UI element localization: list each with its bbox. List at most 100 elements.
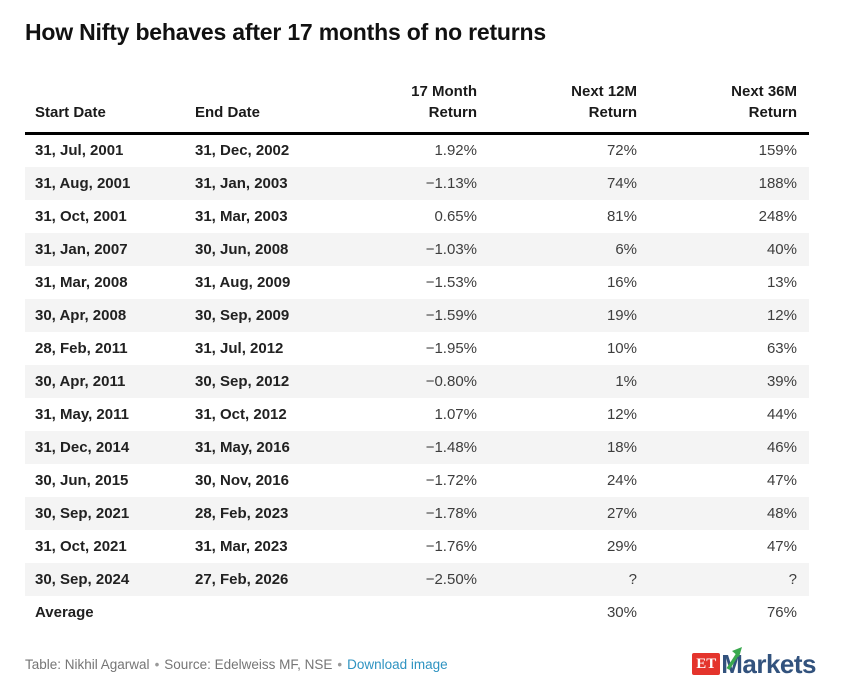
footer: Table: Nikhil Agarwal • Source: Edelweiss … xyxy=(25,647,816,677)
bullet-separator: • xyxy=(154,656,160,672)
end-date-cell: 31, Mar, 2003 xyxy=(195,207,288,225)
start-date-cell: 30, Sep, 2024 xyxy=(35,570,130,588)
next-36m-cell: 63% xyxy=(766,339,797,357)
next-12m-cell: 1% xyxy=(615,372,637,390)
17m-return-cell: −1.13% xyxy=(425,174,477,192)
average-label: Average xyxy=(35,603,94,621)
start-date-cell: 31, May, 2011 xyxy=(35,405,129,423)
start-date-cell: 31, Jul, 2001 xyxy=(35,142,124,160)
average-end-date-cell xyxy=(185,596,360,629)
page-title: How Nifty behaves after 17 months of no … xyxy=(25,19,546,45)
end-date-cell: 30, Sep, 2012 xyxy=(195,372,290,390)
end-date-cell: 28, Feb, 2023 xyxy=(195,504,289,522)
next-12m-cell: 72% xyxy=(606,142,637,160)
next-12m-cell: 12% xyxy=(606,405,637,423)
end-date-cell: 31, Mar, 2023 xyxy=(195,537,288,555)
table-row: 31, Oct, 2021 31, Mar, 2023 −1.76% 29% 4… xyxy=(25,530,809,563)
table-row: 30, Sep, 2021 28, Feb, 2023 −1.78% 27% 4… xyxy=(25,496,809,530)
end-date-cell: 31, Aug, 2009 xyxy=(195,273,291,291)
table-header: Start Date End Date 17 Month Return Next … xyxy=(25,81,809,135)
next-12m-cell: 18% xyxy=(606,438,637,456)
17m-return-cell: −1.59% xyxy=(425,306,477,324)
17m-return-cell: −1.78% xyxy=(425,504,477,522)
next-36m-cell: 39% xyxy=(766,372,797,390)
start-date-cell: 30, Sep, 2021 xyxy=(35,504,130,522)
average-next-12m-cell: 30% xyxy=(606,603,637,621)
next-12m-cell: 19% xyxy=(606,306,637,324)
col-header-next-36m-return: Next 36M Return xyxy=(637,81,809,135)
table-row: 31, May, 2011 31, Oct, 2012 1.07% 12% 44… xyxy=(25,398,809,431)
end-date-cell: 31, May, 2016 xyxy=(195,438,290,456)
17m-return-cell: −2.50% xyxy=(425,570,477,588)
table-row: 28, Feb, 2011 31, Jul, 2012 −1.95% 10% 6… xyxy=(25,332,809,365)
end-date-cell: 30, Nov, 2016 xyxy=(195,471,289,489)
end-date-cell: 27, Feb, 2026 xyxy=(195,570,289,588)
next-36m-cell: 44% xyxy=(766,405,797,423)
17m-return-cell: 1.92% xyxy=(434,142,477,160)
table-row: 31, Oct, 2001 31, Mar, 2003 0.65% 81% 24… xyxy=(25,200,809,233)
average-17m-cell xyxy=(360,596,477,629)
next-36m-cell: 48% xyxy=(766,504,797,522)
start-date-cell: 31, Dec, 2014 xyxy=(35,438,130,456)
next-12m-cell: 10% xyxy=(606,339,637,357)
table-row: 31, Jul, 2001 31, Dec, 2002 1.92% 72% 15… xyxy=(25,134,809,167)
source-credit: Source: Edelweiss MF, NSE xyxy=(164,656,333,672)
next-12m-cell: ? xyxy=(628,570,637,588)
table-row: 31, Aug, 2001 31, Jan, 2003 −1.13% 74% 1… xyxy=(25,166,809,200)
next-12m-cell: 6% xyxy=(615,240,637,258)
start-date-cell: 28, Feb, 2011 xyxy=(35,339,128,357)
col-header-17m-return: 17 Month Return xyxy=(360,81,477,135)
end-date-cell: 31, Oct, 2012 xyxy=(195,405,287,423)
end-date-cell: 30, Sep, 2009 xyxy=(195,306,290,324)
17m-return-cell: 1.07% xyxy=(434,405,477,423)
next-36m-cell: 12% xyxy=(766,306,797,324)
end-date-cell: 31, Jul, 2012 xyxy=(195,339,284,357)
next-12m-cell: 29% xyxy=(606,537,637,555)
next-12m-cell: 27% xyxy=(606,504,637,522)
col-header-start-date: Start Date xyxy=(25,81,185,135)
next-36m-cell: 248% xyxy=(758,207,797,225)
table-row: 30, Sep, 2024 27, Feb, 2026 −2.50% ? ? xyxy=(25,562,809,596)
17m-return-cell: −1.72% xyxy=(425,471,477,489)
next-36m-cell: 46% xyxy=(766,438,797,456)
end-date-cell: 31, Jan, 2003 xyxy=(195,174,288,192)
table-row: 30, Apr, 2008 30, Sep, 2009 −1.59% 19% 1… xyxy=(25,298,809,332)
table-body: 31, Jul, 2001 31, Dec, 2002 1.92% 72% 15… xyxy=(25,134,809,629)
next-36m-cell: 159% xyxy=(758,142,797,160)
start-date-cell: 30, Jun, 2015 xyxy=(35,471,129,489)
table-row: 31, Jan, 2007 30, Jun, 2008 −1.03% 6% 40… xyxy=(25,232,809,266)
table-row: 30, Jun, 2015 30, Nov, 2016 −1.72% 24% 4… xyxy=(25,464,809,497)
table-row: 30, Apr, 2011 30, Sep, 2012 −0.80% 1% 39… xyxy=(25,364,809,398)
download-image-link[interactable]: Download image xyxy=(347,656,448,672)
17m-return-cell: −1.53% xyxy=(425,273,477,291)
start-date-cell: 31, Mar, 2008 xyxy=(35,273,128,291)
17m-return-cell: −0.80% xyxy=(425,372,477,390)
table-row: 31, Mar, 2008 31, Aug, 2009 −1.53% 16% 1… xyxy=(25,266,809,299)
markets-m: M xyxy=(721,647,743,677)
et-badge: ET xyxy=(692,653,721,675)
next-36m-cell: 188% xyxy=(758,174,797,192)
start-date-cell: 31, Jan, 2007 xyxy=(35,240,128,258)
end-date-cell: 30, Jun, 2008 xyxy=(195,240,289,258)
credits-line: Table: Nikhil Agarwal • Source: Edelweiss … xyxy=(25,657,448,672)
next-36m-cell: 13% xyxy=(766,273,797,291)
next-12m-cell: 24% xyxy=(606,471,637,489)
next-36m-cell: 40% xyxy=(766,240,797,258)
start-date-cell: 31, Aug, 2001 xyxy=(35,174,131,192)
page: How Nifty behaves after 17 months of no … xyxy=(25,19,809,629)
next-36m-cell: 47% xyxy=(766,471,797,489)
next-12m-cell: 81% xyxy=(606,207,637,225)
nifty-returns-table: Start Date End Date 17 Month Return Next … xyxy=(25,81,809,629)
bullet-separator: • xyxy=(337,656,343,672)
next-36m-cell: 47% xyxy=(766,537,797,555)
17m-return-cell: −1.03% xyxy=(425,240,477,258)
17m-return-cell: 0.65% xyxy=(434,207,477,225)
next-12m-cell: 16% xyxy=(606,273,637,291)
table-credit: Table: Nikhil Agarwal xyxy=(25,656,150,672)
next-36m-cell: ? xyxy=(788,570,797,588)
start-date-cell: 30, Apr, 2008 xyxy=(35,306,127,324)
col-header-end-date: End Date xyxy=(185,81,360,135)
17m-return-cell: −1.95% xyxy=(425,339,477,357)
